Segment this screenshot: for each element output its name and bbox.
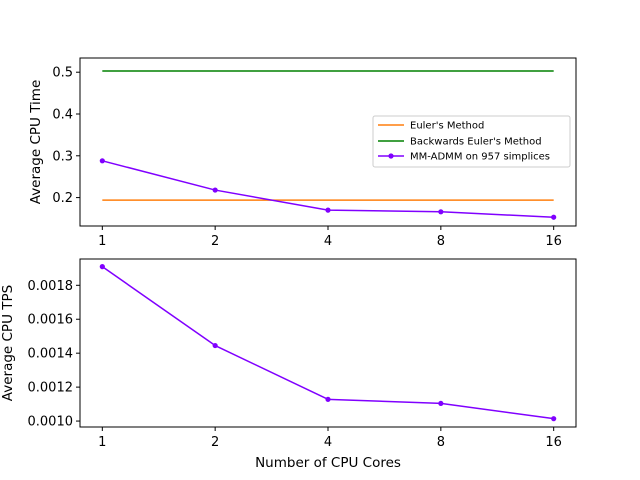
series-markers-bottom bbox=[99, 264, 557, 422]
x-tick-label-cpu-tps-4: 4 bbox=[324, 435, 332, 450]
legend-item-euler: Euler's Method bbox=[378, 121, 484, 132]
legend-item-backwards-euler: Backwards Euler's Method bbox=[378, 137, 542, 148]
data-point-cpu-tps-series-16 bbox=[551, 416, 557, 422]
x-tick-label-cpu-tps-1: 1 bbox=[98, 435, 106, 450]
legend-item-mm-admm: MM-ADMM on 957 simplices bbox=[378, 152, 550, 163]
data-point-cpu-tps-series-8 bbox=[438, 400, 444, 407]
y-tick-label-cpu-tps-0.0014: 0.0014 bbox=[28, 347, 74, 362]
data-point-cpu-tps-series-2 bbox=[212, 342, 218, 349]
data-point-cpu-time-mm-admm-on-957-simplices-4 bbox=[325, 207, 331, 213]
data-point-cpu-time-mm-admm-on-957-simplices-2 bbox=[212, 187, 218, 193]
legend-box bbox=[372, 115, 571, 168]
legend-label-backwards-euler: Backwards Euler's Method bbox=[410, 137, 542, 148]
chart-cpu-time: 1 2 4 8 16 0.2 0.3 0.4 0.5 Average CPU Time Eul… bbox=[28, 57, 577, 249]
x-tick-label-cpu-time-4: 4 bbox=[324, 234, 332, 249]
x-axis-label-bottom: Number of CPU Cores bbox=[255, 455, 401, 471]
data-point-cpu-time-mm-admm-on-957-simplices-1 bbox=[99, 158, 105, 164]
x-tick-label-cpu-time-16: 16 bbox=[545, 234, 562, 249]
y-tick-label-cpu-tps-0.0016: 0.0016 bbox=[28, 313, 74, 328]
y-tick-label-cpu-tps-0.0010: 0.0010 bbox=[28, 415, 74, 430]
y-axis-label-bottom: Average CPU TPS bbox=[0, 285, 16, 401]
x-tick-label-cpu-tps-8: 8 bbox=[437, 435, 445, 450]
data-point-cpu-tps-series-1 bbox=[99, 264, 105, 270]
y-axis-ticks-bottom: 0.0010 0.0012 0.0014 0.0016 0.0018 bbox=[28, 279, 80, 430]
x-axis-ticks-top: 1 2 4 8 16 bbox=[98, 226, 562, 249]
y-tick-label-cpu-time-0.3: 0.3 bbox=[52, 149, 73, 164]
data-point-cpu-time-mm-admm-on-957-simplices-16 bbox=[551, 214, 557, 220]
y-tick-label-cpu-tps-0.0018: 0.0018 bbox=[28, 279, 74, 294]
y-tick-label-cpu-time-0.2: 0.2 bbox=[52, 191, 73, 206]
legend-label-euler: Euler's Method bbox=[410, 121, 484, 132]
chart-cpu-tps: 1 2 4 8 16 0.0010 0.0012 0.0014 0.0016 0.0018 Av… bbox=[0, 258, 577, 471]
y-tick-label-cpu-time-0.4: 0.4 bbox=[52, 108, 73, 123]
legend-label-mm-admm: MM-ADMM on 957 simplices bbox=[410, 152, 550, 163]
legend: Euler's Method Backwards Euler's Method … bbox=[372, 115, 571, 168]
y-tick-label-cpu-tps-0.0012: 0.0012 bbox=[28, 381, 74, 396]
data-point-cpu-tps-series-4 bbox=[325, 396, 331, 402]
x-tick-label-cpu-time-1: 1 bbox=[98, 234, 106, 249]
series-markers-top bbox=[99, 158, 557, 220]
x-tick-label-cpu-time-8: 8 bbox=[437, 234, 445, 249]
x-axis-ticks-bottom: 1 2 4 8 16 bbox=[98, 427, 562, 450]
x-tick-label-cpu-tps-2: 2 bbox=[211, 435, 219, 450]
data-point-cpu-time-mm-admm-on-957-simplices-8 bbox=[438, 209, 444, 215]
y-axis-label-top: Average CPU Time bbox=[28, 80, 44, 205]
x-tick-label-cpu-tps-16: 16 bbox=[545, 435, 562, 450]
legend-marker-mm-admm bbox=[388, 153, 394, 159]
y-axis-ticks-top: 0.2 0.3 0.4 0.5 bbox=[52, 66, 80, 206]
y-tick-label-cpu-time-0.5: 0.5 bbox=[52, 66, 73, 81]
x-tick-label-cpu-time-2: 2 bbox=[211, 234, 219, 249]
